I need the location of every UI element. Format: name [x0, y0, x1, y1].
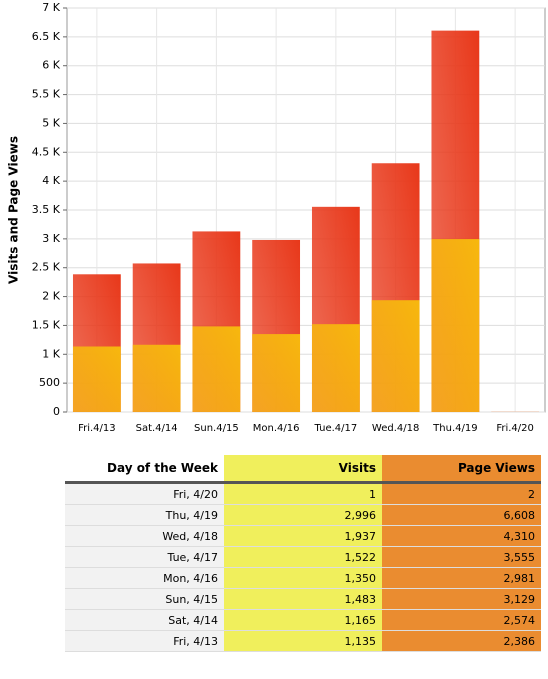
bar	[311, 324, 360, 412]
table-cell: 4,310	[382, 525, 541, 547]
table-row: Thu, 4/19 2,996 6,608	[65, 504, 541, 526]
y-tick-label: 4.5 K	[32, 145, 61, 158]
table-cell: 2,981	[382, 567, 541, 589]
table-cell: Fri, 4/13	[65, 630, 224, 652]
y-tick-label: 6.5 K	[32, 30, 61, 43]
table-cell: 1,937	[224, 525, 382, 547]
table-row: Mon, 4/16 1,350 2,981	[65, 567, 541, 589]
table-row: Wed, 4/18 1,937 4,310	[65, 525, 541, 547]
bar	[371, 300, 420, 412]
chart: Visits and Page Views 0 500 1 K 1.5 K 2 K 2.5…	[7, 1, 546, 434]
table-cell: 2,996	[224, 504, 382, 526]
y-tick-label: 1.5 K	[32, 318, 61, 331]
bar	[132, 344, 181, 412]
x-tick-label: Tue.4/17	[314, 423, 358, 434]
y-axis-label: Visits and Page Views	[7, 136, 21, 284]
table-cell: 1,522	[224, 546, 382, 568]
x-tick-label: Thu.4/19	[432, 423, 477, 434]
x-tick-label: Fri.4/13	[78, 423, 116, 434]
bar	[431, 239, 480, 412]
table-row: Sat, 4/14 1,165 2,574	[65, 609, 541, 631]
table-cell: Day of the Week	[65, 455, 224, 484]
bar	[252, 334, 301, 412]
table-cell: 1,350	[224, 567, 382, 589]
x-tick-label: Sun.4/15	[194, 423, 239, 434]
y-tick-label: 2.5 K	[32, 261, 61, 274]
table-cell: Tue, 4/17	[65, 546, 224, 568]
table-cell: 2,386	[382, 630, 541, 652]
table-cell: Page Views	[382, 455, 541, 484]
table-cell: Fri, 4/20	[65, 482, 224, 505]
table-cell: 6,608	[382, 504, 541, 526]
y-tick-label: 1 K	[42, 347, 60, 360]
table-cell: Wed, 4/18	[65, 525, 224, 547]
table-row: Tue, 4/17 1,522 3,555	[65, 546, 541, 568]
y-tick-label: 4 K	[42, 174, 60, 187]
table-row: Fri, 4/13 1,135 2,386	[65, 630, 541, 652]
y-tick-label: 5 K	[42, 116, 60, 129]
table-cell: 1	[224, 482, 382, 505]
table-cell: 1,483	[224, 588, 382, 610]
bar	[192, 326, 241, 412]
x-tick-label: Sat.4/14	[136, 423, 178, 434]
data-table: Day of the Week Visits Page Views Fri, 4/20…	[65, 455, 541, 652]
table-cell: 3,555	[382, 546, 541, 568]
table-row: Sun, 4/15 1,483 3,129	[65, 588, 541, 610]
y-tick-label: 500	[39, 376, 60, 389]
table-cell: Mon, 4/16	[65, 567, 224, 589]
y-tick-label: 5.5 K	[32, 88, 61, 101]
table-cell: Thu, 4/19	[65, 504, 224, 526]
y-tick-label: 2 K	[42, 290, 60, 303]
table-cell: Sun, 4/15	[65, 588, 224, 610]
table-row: Day of the Week Visits Page Views	[65, 455, 541, 484]
table-row: Fri, 4/20 1 2	[65, 482, 541, 505]
x-tick-label: Mon.4/16	[253, 423, 300, 434]
table-cell: 1,165	[224, 609, 382, 631]
table-cell: 3,129	[382, 588, 541, 610]
y-tick-label: 6 K	[42, 59, 60, 72]
y-tick-label: 0	[53, 405, 60, 418]
y-tick-label: 7 K	[42, 1, 60, 14]
y-tick-label: 3 K	[42, 232, 60, 245]
x-tick-label: Wed.4/18	[372, 423, 419, 434]
table-cell: Visits	[224, 455, 382, 484]
table-cell: Sat, 4/14	[65, 609, 224, 631]
table-cell: 1,135	[224, 630, 382, 652]
bar	[72, 346, 121, 412]
x-tick-label: Fri.4/20	[496, 423, 534, 434]
y-tick-label: 3.5 K	[32, 203, 61, 216]
table-cell: 2	[382, 482, 541, 505]
table-cell: 2,574	[382, 609, 541, 631]
